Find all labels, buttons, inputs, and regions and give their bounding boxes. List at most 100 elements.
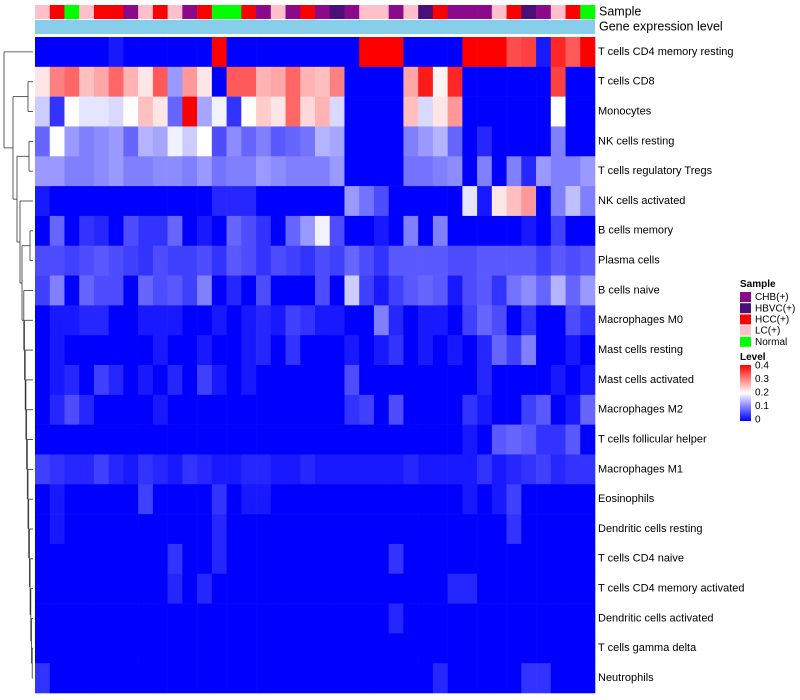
heatmap-cell [373, 484, 389, 515]
heatmap-cell [285, 543, 301, 575]
heatmap-cells [35, 37, 596, 694]
heatmap-cell [285, 514, 301, 545]
heatmap-cell [93, 37, 109, 68]
heatmap-cell [182, 484, 198, 515]
heatmap-cell [285, 305, 301, 336]
heatmap-cell [359, 543, 375, 575]
heatmap-cell [565, 37, 581, 68]
heatmap-cell [344, 37, 360, 68]
heatmap-cell [388, 573, 404, 604]
row-label: Macrophages M0 [598, 314, 683, 326]
heatmap-cell [403, 186, 419, 217]
heatmap-cell [93, 245, 109, 276]
heatmap-cell [565, 365, 581, 396]
heatmap-cell [93, 305, 109, 336]
level-legend: Level 0.4 0.3 0.2 0.1 0 [740, 352, 769, 426]
heatmap-cell [491, 275, 507, 306]
heatmap-cell [477, 543, 493, 575]
heatmap-cell [580, 335, 596, 366]
heatmap-cell [359, 394, 375, 425]
heatmap-cell [373, 424, 389, 455]
heatmap-cell [49, 156, 65, 187]
sample-legend-label: LC(+) [755, 326, 780, 337]
heatmap-cell [270, 365, 286, 396]
heatmap-cell [344, 335, 360, 366]
heatmap-cell [256, 215, 272, 247]
heatmap-cell [79, 454, 95, 485]
heatmap-cell [403, 66, 419, 97]
heatmap-cell [49, 186, 65, 217]
heatmap-cell [167, 275, 183, 306]
heatmap-cell [344, 424, 360, 455]
heatmap-cell [226, 66, 242, 97]
heatmap-cell [93, 663, 109, 694]
heatmap-cell [211, 156, 227, 187]
heatmap-cell [108, 156, 124, 187]
heatmap-cell [138, 186, 154, 217]
heatmap-cell [315, 275, 331, 306]
sample-annotation-cell [93, 5, 109, 19]
heatmap-cell [300, 156, 316, 187]
heatmap-cell [49, 305, 65, 336]
heatmap-cell [359, 186, 375, 217]
heatmap-cell [418, 215, 434, 247]
heatmap-cell [329, 156, 345, 187]
heatmap-cell [285, 156, 301, 187]
heatmap-cell [300, 454, 316, 485]
heatmap-cell [79, 275, 95, 306]
heatmap-cell [506, 633, 522, 664]
heatmap-cell [315, 424, 331, 455]
heatmap-cell [329, 603, 345, 634]
heatmap-cell [182, 603, 198, 634]
heatmap-cell [152, 394, 168, 425]
heatmap-cell [300, 573, 316, 604]
heatmap-cell [418, 603, 434, 634]
sample-annotation-cell [270, 5, 286, 19]
heatmap-cell [388, 484, 404, 515]
heatmap-cell [359, 245, 375, 276]
heatmap-cell [93, 633, 109, 664]
sample-track-label: Sample [599, 4, 641, 18]
heatmap-cell [49, 603, 65, 634]
heatmap-cell [123, 603, 139, 634]
heatmap-cell [418, 156, 434, 187]
heatmap-cell [536, 394, 552, 425]
heatmap-cell [241, 633, 257, 664]
heatmap-cell [521, 335, 537, 366]
heatmap-cell [506, 454, 522, 485]
row-label: NK cells resting [598, 135, 674, 147]
heatmap-cell [580, 394, 596, 425]
heatmap-cell [108, 186, 124, 217]
heatmap-cell [447, 573, 463, 604]
heatmap-cell [521, 96, 537, 127]
heatmap-cell [315, 96, 331, 127]
heatmap-cell [211, 514, 227, 545]
heatmap-cell [270, 37, 286, 68]
heatmap-cell [49, 394, 65, 425]
heatmap-cell [256, 66, 272, 97]
heatmap-cell [388, 424, 404, 455]
heatmap-cell [432, 186, 448, 217]
heatmap-cell [64, 603, 80, 634]
heatmap-cell [300, 37, 316, 68]
heatmap-cell [344, 543, 360, 575]
heatmap-cell [580, 454, 596, 485]
heatmap-cell [344, 454, 360, 485]
row-label: NK cells activated [598, 195, 685, 207]
heatmap-cell [49, 454, 65, 485]
heatmap-cell [285, 335, 301, 366]
heatmap-cell [211, 66, 227, 97]
heatmap-cell [152, 186, 168, 217]
heatmap-cell [93, 156, 109, 187]
heatmap-cell [226, 335, 242, 366]
level-legend-tick-label: 0.3 [755, 374, 769, 385]
heatmap-cell [108, 335, 124, 366]
heatmap-cell [226, 186, 242, 217]
heatmap-cell [49, 543, 65, 575]
heatmap-cell [270, 245, 286, 276]
heatmap-cell [580, 37, 596, 68]
heatmap-cell [182, 663, 198, 694]
heatmap-cell [167, 454, 183, 485]
sample-legend-swatch [740, 336, 751, 347]
heatmap-cell [373, 305, 389, 336]
